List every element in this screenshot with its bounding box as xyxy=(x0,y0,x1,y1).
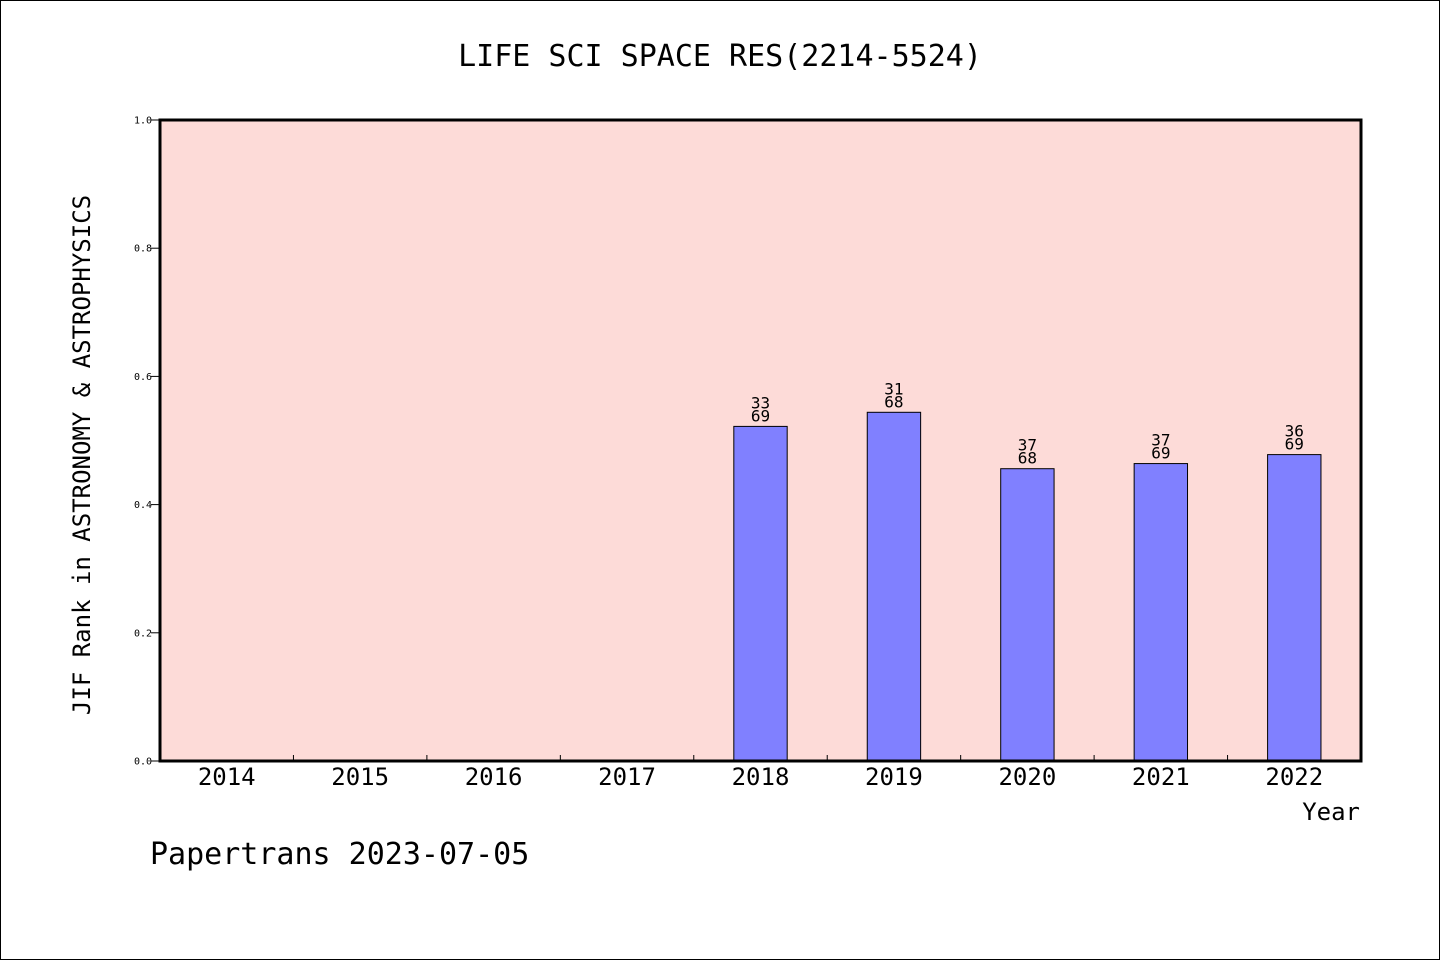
ticks-layer: 0.0 0.2 0.4 0.6 0.8 1.0 2014 2015 2016 2017 2018 20… xyxy=(134,116,1323,792)
y-axis-label: JIF Rank in ASTRONOMY & ASTROPHYSICS xyxy=(68,195,96,715)
y-tick-label: 0.0 xyxy=(134,757,152,768)
data-label-total: 68 xyxy=(884,392,903,411)
y-tick-label: 0.2 xyxy=(134,628,152,639)
x-tick-label: 2022 xyxy=(1265,763,1323,791)
data-label-total: 69 xyxy=(1285,435,1304,454)
bar xyxy=(733,425,788,762)
y-tick-label: 0.6 xyxy=(134,372,152,383)
x-tick-label: 2020 xyxy=(998,763,1056,791)
data-label-rank: 33 xyxy=(751,393,770,412)
chart-title: LIFE SCI SPACE RES(2214-5524) xyxy=(458,39,982,74)
bar xyxy=(1133,463,1189,762)
data-label-total: 68 xyxy=(1018,449,1037,468)
bar xyxy=(866,411,922,762)
y-tick-label: 1.0 xyxy=(134,116,152,127)
footer-credit: Papertrans 2023-07-05 xyxy=(150,837,529,872)
data-label-rank: 37 xyxy=(1151,431,1170,450)
x-tick-label: 2016 xyxy=(465,763,523,791)
x-tick-label: 2019 xyxy=(865,763,923,791)
plot-border xyxy=(158,118,1363,763)
x-tick-label: 2014 xyxy=(198,763,256,791)
data-label-rank: 37 xyxy=(1018,436,1037,455)
y-tick-label: 0.8 xyxy=(134,244,152,255)
x-tick-label: 2021 xyxy=(1132,763,1190,791)
y-tick-label: 0.4 xyxy=(134,500,152,511)
data-label-total: 69 xyxy=(751,406,770,425)
data-label-rank: 31 xyxy=(884,379,903,398)
bars-layer xyxy=(733,411,1322,762)
data-label-total: 69 xyxy=(1151,444,1170,463)
bar xyxy=(1267,454,1322,762)
x-tick-label: 2018 xyxy=(732,763,790,791)
x-axis-label: Year xyxy=(1302,798,1360,826)
bar xyxy=(1000,468,1055,762)
data-label-rank: 36 xyxy=(1285,422,1304,441)
x-tick-label: 2015 xyxy=(331,763,389,791)
x-tick-label: 2017 xyxy=(598,763,656,791)
